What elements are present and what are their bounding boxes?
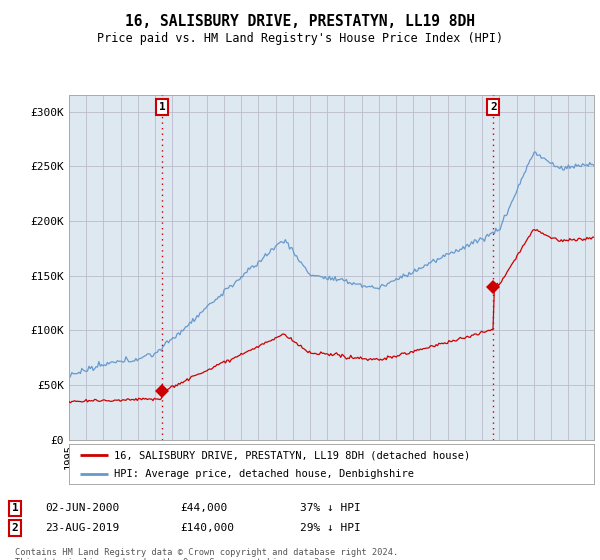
Text: 37% ↓ HPI: 37% ↓ HPI: [300, 503, 361, 514]
Text: £140,000: £140,000: [180, 523, 234, 533]
Text: Price paid vs. HM Land Registry's House Price Index (HPI): Price paid vs. HM Land Registry's House …: [97, 32, 503, 45]
Text: 2: 2: [490, 102, 497, 112]
Text: 1: 1: [11, 503, 19, 514]
Text: Contains HM Land Registry data © Crown copyright and database right 2024.
This d: Contains HM Land Registry data © Crown c…: [15, 548, 398, 560]
Text: 16, SALISBURY DRIVE, PRESTATYN, LL19 8DH (detached house): 16, SALISBURY DRIVE, PRESTATYN, LL19 8DH…: [113, 450, 470, 460]
Text: 02-JUN-2000: 02-JUN-2000: [45, 503, 119, 514]
Text: 16, SALISBURY DRIVE, PRESTATYN, LL19 8DH: 16, SALISBURY DRIVE, PRESTATYN, LL19 8DH: [125, 14, 475, 29]
Text: HPI: Average price, detached house, Denbighshire: HPI: Average price, detached house, Denb…: [113, 469, 413, 479]
Text: 1: 1: [159, 102, 166, 112]
Text: 29% ↓ HPI: 29% ↓ HPI: [300, 523, 361, 533]
Text: 23-AUG-2019: 23-AUG-2019: [45, 523, 119, 533]
Text: £44,000: £44,000: [180, 503, 227, 514]
Text: 2: 2: [11, 523, 19, 533]
